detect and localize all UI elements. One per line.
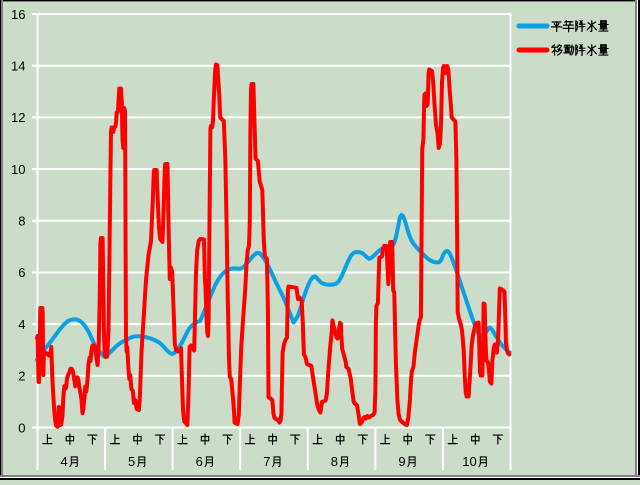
svg-text:9: 9 bbox=[398, 454, 405, 469]
svg-text:16: 16 bbox=[11, 7, 25, 22]
svg-text:10: 10 bbox=[462, 454, 476, 469]
svg-text:6: 6 bbox=[18, 265, 25, 280]
svg-text:0: 0 bbox=[18, 420, 25, 435]
svg-text:4: 4 bbox=[60, 454, 67, 469]
svg-text:14: 14 bbox=[11, 58, 25, 73]
svg-text:10: 10 bbox=[11, 162, 25, 177]
svg-text:2: 2 bbox=[18, 369, 25, 384]
svg-text:6: 6 bbox=[196, 454, 203, 469]
svg-text:4: 4 bbox=[18, 317, 25, 332]
svg-text:5: 5 bbox=[128, 454, 135, 469]
svg-text:8: 8 bbox=[331, 454, 338, 469]
svg-text:12: 12 bbox=[11, 110, 25, 125]
svg-text:8: 8 bbox=[18, 214, 25, 229]
svg-text:7: 7 bbox=[263, 454, 270, 469]
